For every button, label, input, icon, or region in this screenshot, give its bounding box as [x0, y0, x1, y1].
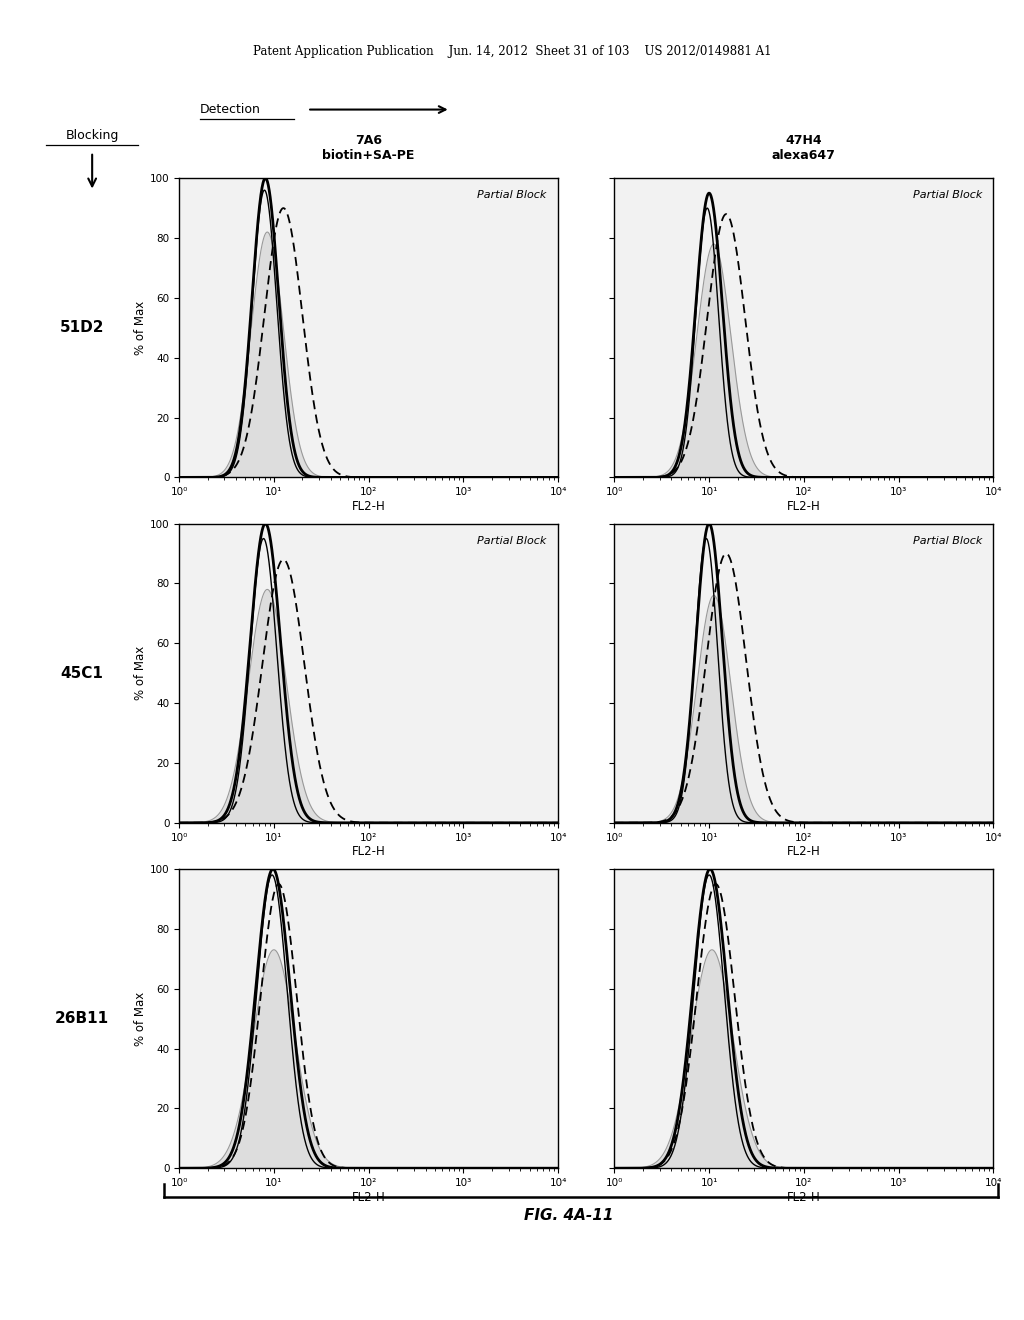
Text: Partial Block: Partial Block — [477, 536, 547, 545]
Y-axis label: % of Max: % of Max — [134, 991, 147, 1045]
X-axis label: FL2-H: FL2-H — [352, 500, 385, 513]
Text: 45C1: 45C1 — [60, 665, 103, 681]
Text: Partial Block: Partial Block — [477, 190, 547, 201]
Text: 47H4
alexa647: 47H4 alexa647 — [772, 135, 836, 162]
X-axis label: FL2-H: FL2-H — [352, 1191, 385, 1204]
Text: Blocking: Blocking — [66, 129, 119, 143]
Text: 7A6
biotin+SA-PE: 7A6 biotin+SA-PE — [323, 135, 415, 162]
Text: Patent Application Publication    Jun. 14, 2012  Sheet 31 of 103    US 2012/0149: Patent Application Publication Jun. 14, … — [253, 45, 771, 58]
X-axis label: FL2-H: FL2-H — [787, 1191, 820, 1204]
Text: FIG. 4A-11: FIG. 4A-11 — [523, 1208, 613, 1222]
X-axis label: FL2-H: FL2-H — [787, 845, 820, 858]
X-axis label: FL2-H: FL2-H — [787, 500, 820, 513]
Text: Partial Block: Partial Block — [912, 536, 982, 545]
Text: 51D2: 51D2 — [59, 321, 104, 335]
X-axis label: FL2-H: FL2-H — [352, 845, 385, 858]
Text: Detection: Detection — [200, 103, 260, 116]
Y-axis label: % of Max: % of Max — [134, 301, 147, 355]
Text: 26B11: 26B11 — [55, 1011, 109, 1026]
Y-axis label: % of Max: % of Max — [134, 645, 147, 701]
Text: Partial Block: Partial Block — [912, 190, 982, 201]
